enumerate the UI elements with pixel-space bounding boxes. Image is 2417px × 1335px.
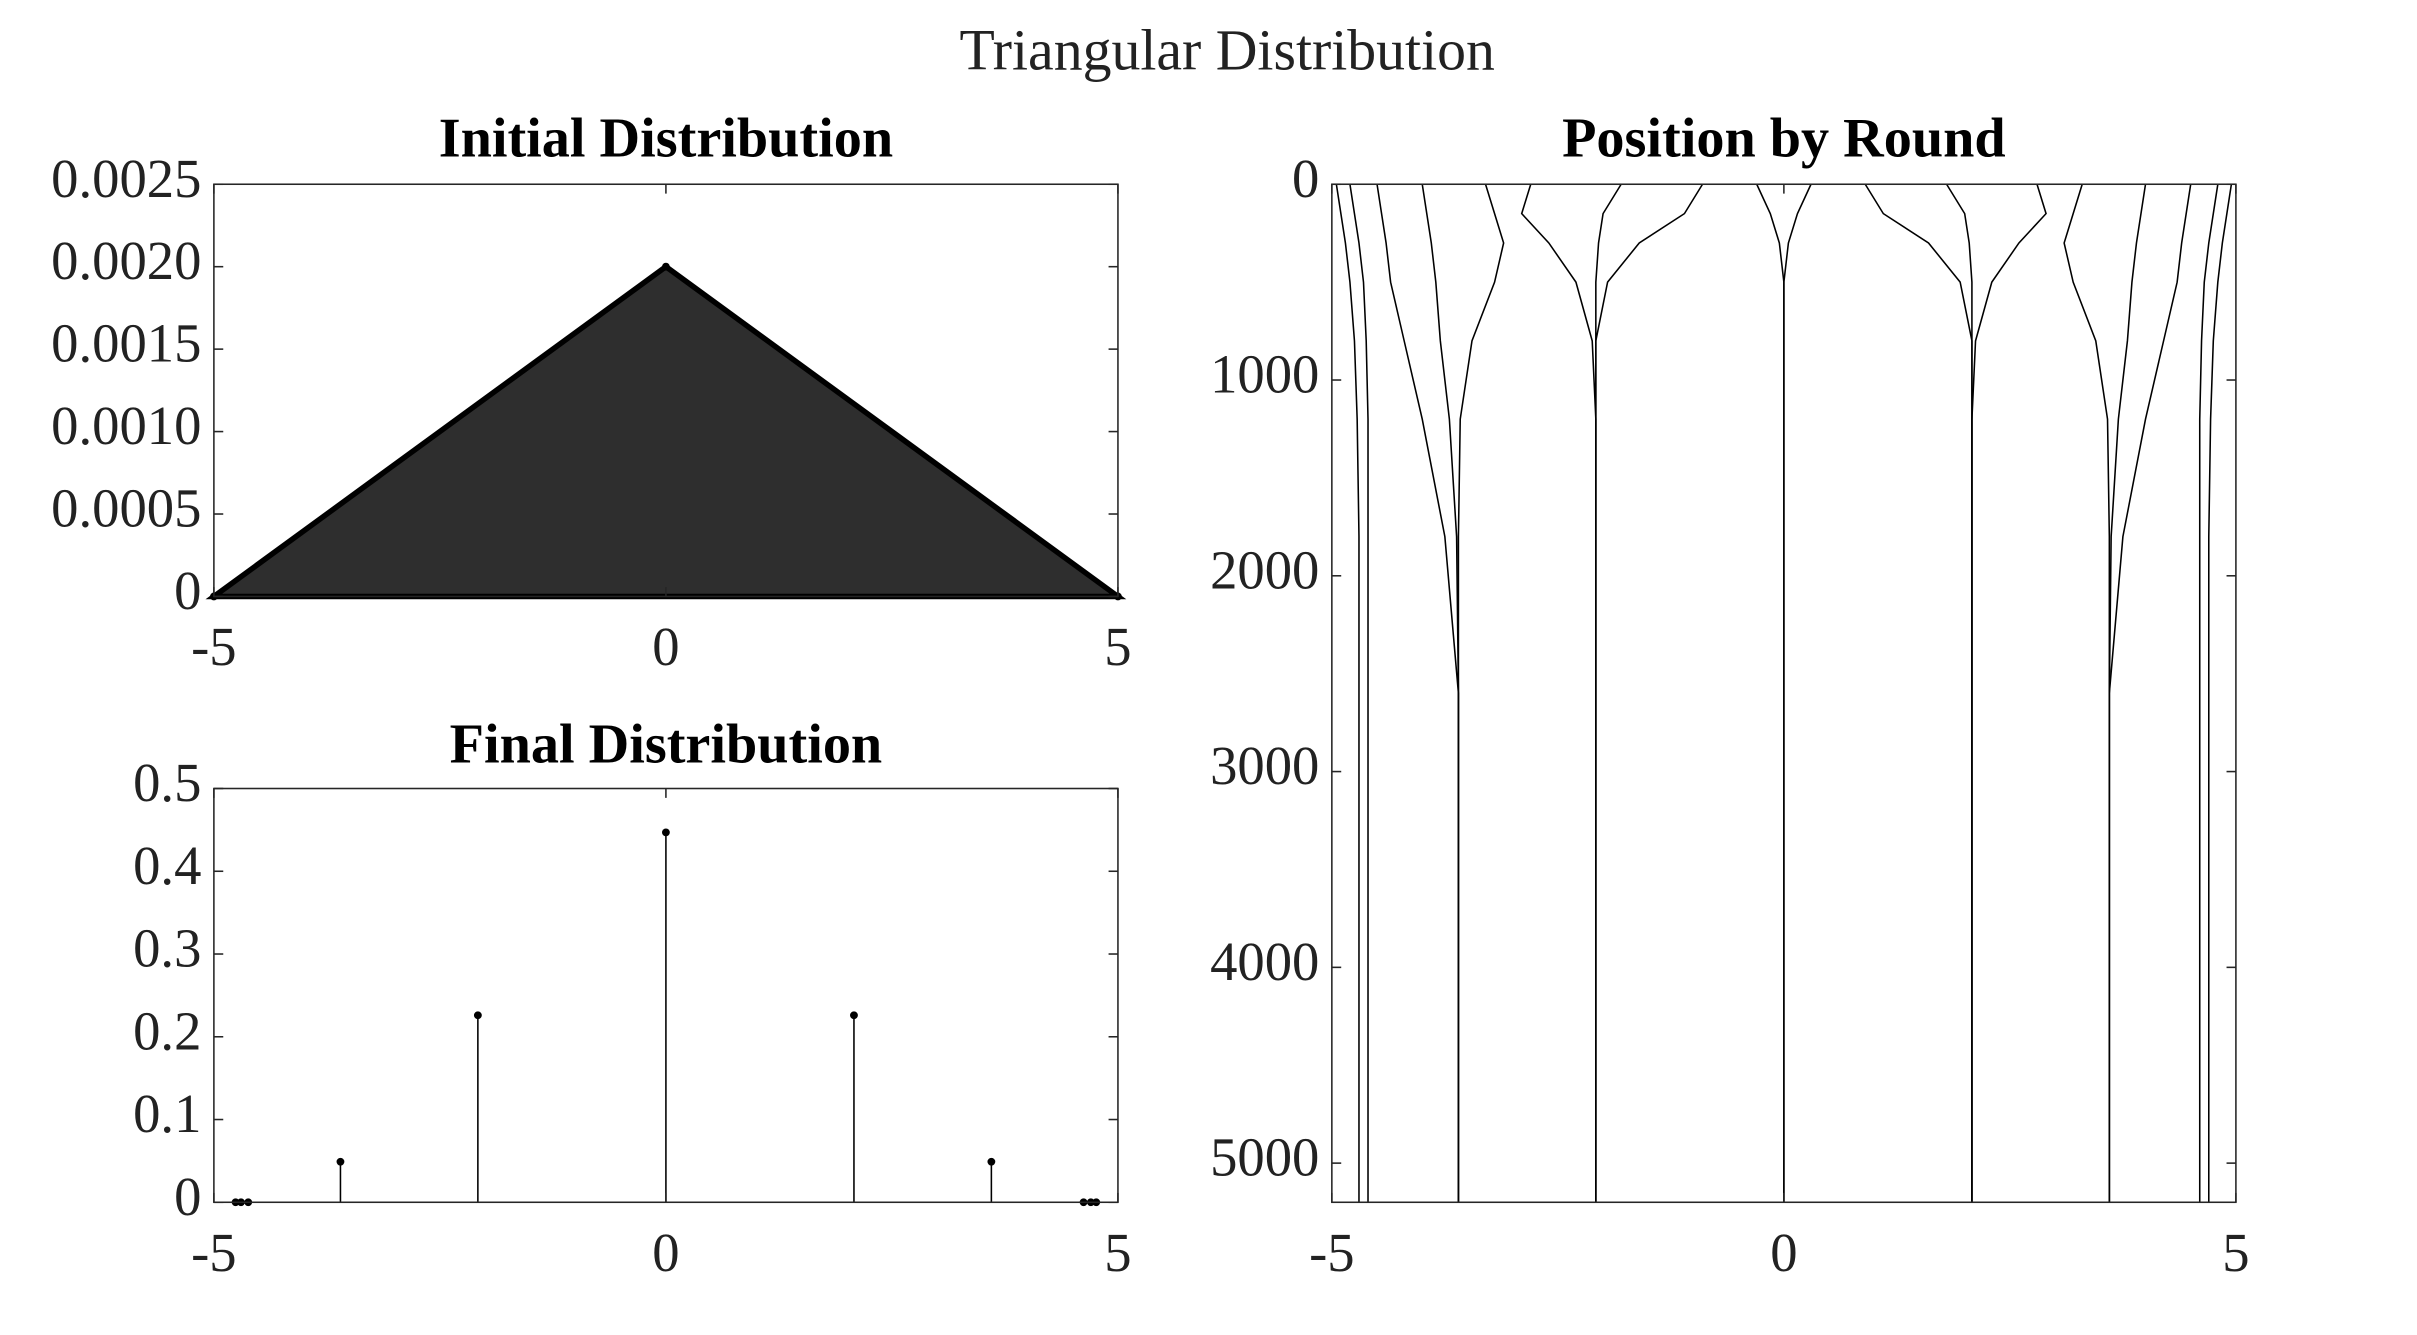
- y-tick-label: 4000: [1210, 931, 1319, 992]
- chart-title: Final Distribution: [450, 713, 883, 775]
- trajectory: [1595, 183, 1622, 1203]
- x-tick-label: 5: [1104, 616, 1131, 677]
- y-tick-label: 1000: [1210, 344, 1319, 405]
- y-tick-label: 5000: [1210, 1127, 1319, 1188]
- chart-title: Position by Round: [1562, 108, 2006, 170]
- chart-title: Initial Distribution: [439, 108, 893, 170]
- y-tick-label: 0.0025: [51, 148, 201, 209]
- trajectory: [1783, 183, 1812, 1203]
- x-tick-label: -5: [191, 1222, 237, 1283]
- trajectory: [1457, 184, 1505, 1203]
- trajectory: [1335, 184, 1360, 1203]
- y-tick-label: 3000: [1210, 735, 1319, 796]
- area: [205, 263, 1127, 600]
- y-tick-label: 0.0020: [51, 230, 201, 291]
- y-tick-label: 0.1: [133, 1083, 201, 1144]
- trajectory: [1595, 183, 1704, 1203]
- trajectory: [1421, 184, 1460, 1203]
- trajectory: [2063, 184, 2111, 1203]
- stem-marker: [473, 1011, 482, 1020]
- y-tick-label: 0: [174, 1166, 201, 1227]
- trajectory: [1376, 184, 1460, 1203]
- trajectory: [1945, 183, 1973, 1203]
- figure-title: Triangular Distribution: [960, 19, 1496, 82]
- x-tick-label: 0: [1770, 1222, 1797, 1283]
- stem-marker: [987, 1157, 996, 1166]
- trajectory: [1349, 184, 1369, 1203]
- trajectory: [1756, 183, 1785, 1203]
- stem-marker: [662, 828, 670, 837]
- y-tick-label: 0.4: [133, 835, 201, 896]
- x-tick-label: 5: [1104, 1222, 1131, 1283]
- trajectory: [2198, 184, 2219, 1203]
- trajectory: [2108, 184, 2147, 1203]
- x-tick-label: 0: [652, 1222, 679, 1283]
- y-tick-label: 0.0005: [51, 478, 201, 539]
- stem-marker: [336, 1157, 345, 1166]
- y-tick-label: 0.3: [133, 918, 201, 979]
- trajectory: [2208, 184, 2233, 1203]
- x-tick-label: -5: [191, 616, 237, 677]
- y-tick-label: 2000: [1210, 539, 1319, 600]
- trajectory: [1971, 184, 2047, 1203]
- y-tick-label: 0.0010: [51, 395, 201, 456]
- y-tick-label: 0: [174, 560, 201, 621]
- x-tick-label: 5: [2222, 1222, 2249, 1283]
- y-tick-label: 0.0015: [51, 313, 201, 374]
- y-tick-label: 0.2: [133, 1000, 201, 1061]
- stem-marker: [850, 1011, 858, 1020]
- y-tick-label: 0.5: [133, 752, 201, 813]
- trajectory: [1864, 183, 1973, 1203]
- x-tick-label: 0: [652, 616, 679, 677]
- marker: [662, 262, 670, 271]
- x-tick-label: -5: [1309, 1222, 1355, 1283]
- y-tick-label: 0: [1292, 148, 1319, 209]
- trajectory: [1520, 184, 1597, 1203]
- trajectory: [2108, 184, 2192, 1203]
